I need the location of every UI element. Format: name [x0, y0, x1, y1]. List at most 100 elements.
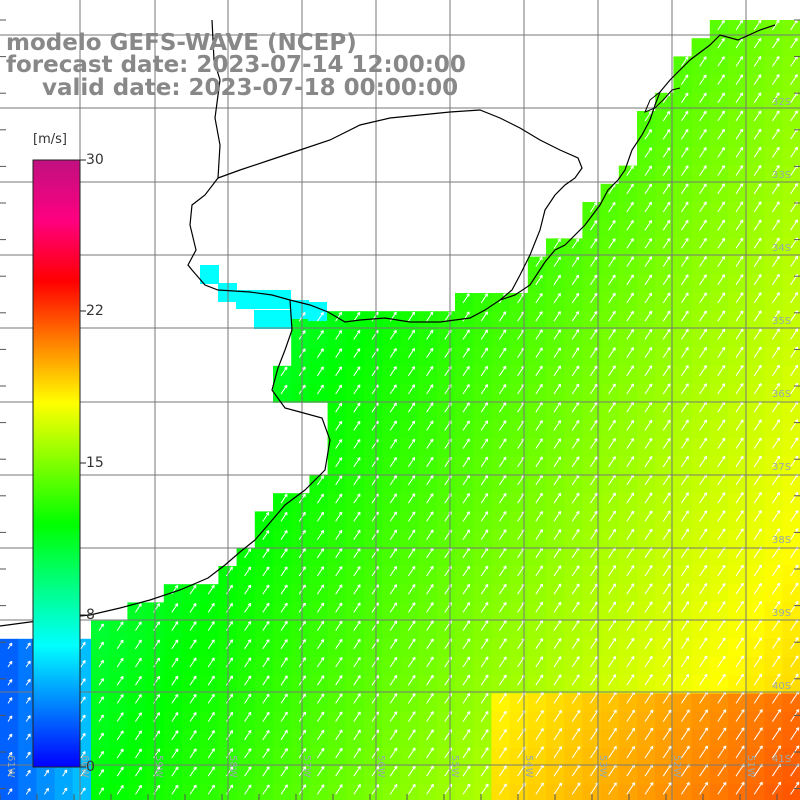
- wind-arrow: [680, 709, 690, 722]
- wind-cell: [764, 529, 784, 549]
- wind-cell: [291, 711, 310, 731]
- wind-cell: [127, 602, 147, 622]
- wind-arrow: [699, 637, 708, 650]
- wind-arrow: [25, 751, 31, 759]
- wind-cell: [473, 438, 492, 458]
- wind-cell: [527, 657, 547, 676]
- wind-arrow: [353, 311, 361, 322]
- wind-cell: [709, 329, 729, 349]
- wind-arrow: [626, 310, 634, 322]
- wind-cell: [691, 711, 711, 731]
- wind-arrow: [662, 292, 671, 304]
- wind-arrow: [171, 621, 179, 631]
- wind-arrow: [535, 456, 543, 468]
- lat-label: 38S: [772, 535, 791, 546]
- wind-cell: [673, 475, 693, 494]
- wind-arrow: [316, 311, 324, 322]
- wind-cell: [582, 693, 602, 713]
- wind-cell: [491, 365, 511, 385]
- wind-arrow: [316, 493, 324, 504]
- wind-arrow: [498, 529, 507, 540]
- wind-arrow: [389, 620, 398, 631]
- colorbar: [32, 159, 81, 768]
- wind-cell: [564, 329, 583, 349]
- wind-arrow: [644, 274, 653, 286]
- wind-arrow: [626, 365, 634, 377]
- wind-arrow: [680, 745, 690, 759]
- wind-cell: [309, 729, 329, 749]
- wind-arrow: [771, 455, 781, 468]
- wind-arrow: [7, 660, 13, 668]
- wind-cell: [673, 584, 693, 603]
- wind-arrow: [280, 675, 288, 686]
- wind-arrow: [535, 529, 543, 540]
- wind-cell: [491, 293, 511, 312]
- wind-arrow: [771, 346, 780, 358]
- wind-cell: [200, 620, 219, 640]
- wind-cell: [673, 220, 693, 239]
- wind-cell: [200, 693, 219, 713]
- wind-cell: [273, 493, 292, 512]
- wind-arrow: [244, 639, 252, 650]
- wind-cell: [291, 602, 310, 622]
- wind-arrow: [644, 183, 652, 195]
- wind-cell: [673, 402, 693, 421]
- wind-cell: [436, 748, 456, 767]
- wind-cell: [764, 638, 784, 658]
- wind-cell: [691, 511, 711, 531]
- wind-cell: [618, 511, 638, 531]
- wind-arrow: [771, 655, 781, 668]
- wind-arrow: [225, 693, 234, 704]
- wind-arrow: [553, 311, 561, 322]
- wind-arrow: [608, 674, 617, 686]
- wind-arrow: [262, 766, 270, 777]
- wind-cell: [691, 274, 711, 294]
- wind-arrow: [462, 565, 471, 577]
- wind-arrow: [225, 766, 234, 777]
- wind-arrow: [535, 728, 544, 741]
- wind-cell: [127, 638, 147, 658]
- wind-cell: [509, 638, 529, 658]
- wind-cell: [163, 675, 183, 694]
- wind-arrow: [553, 565, 562, 577]
- wind-arrow: [644, 292, 653, 304]
- wind-arrow: [225, 711, 234, 722]
- wind-cell: [691, 111, 711, 130]
- lon-label: 56W: [375, 755, 386, 778]
- wind-cell: [327, 766, 347, 785]
- wind-arrow: [189, 766, 197, 777]
- wind-arrow: [699, 727, 708, 741]
- wind-cell: [200, 675, 219, 694]
- wind-cell: [236, 729, 256, 749]
- wind-cell: [637, 711, 656, 731]
- wind-arrow: [662, 583, 671, 595]
- wind-arrow: [244, 711, 252, 722]
- wind-cell: [709, 147, 729, 167]
- wind-cell: [509, 620, 529, 640]
- wind-arrow: [462, 293, 470, 304]
- wind-cell: [564, 475, 583, 494]
- wind-arrow: [589, 674, 598, 686]
- wind-cell: [582, 365, 602, 385]
- wind-cell: [746, 602, 765, 622]
- valid-date: valid date: 2023-07-18 00:00:00: [42, 75, 459, 101]
- wind-cell: [345, 675, 365, 694]
- wind-arrow: [553, 292, 561, 304]
- wind-arrow: [335, 729, 343, 741]
- wind-arrow: [790, 183, 798, 195]
- wind-cell: [618, 274, 638, 294]
- wind-cell: [728, 475, 747, 494]
- wind-cell: [764, 92, 784, 112]
- wind-arrow: [553, 365, 561, 377]
- wind-arrow: [753, 673, 763, 686]
- colorbar-tick-30: 30: [86, 152, 104, 168]
- wind-arrow: [608, 709, 617, 722]
- wind-arrow: [335, 366, 343, 377]
- wind-cell: [236, 748, 256, 767]
- wind-cell: [618, 202, 638, 221]
- wind-cell: [109, 766, 128, 785]
- wind-arrow: [535, 565, 543, 577]
- wind-arrow: [589, 438, 598, 449]
- wind-arrow: [571, 510, 580, 522]
- wind-arrow: [662, 274, 671, 286]
